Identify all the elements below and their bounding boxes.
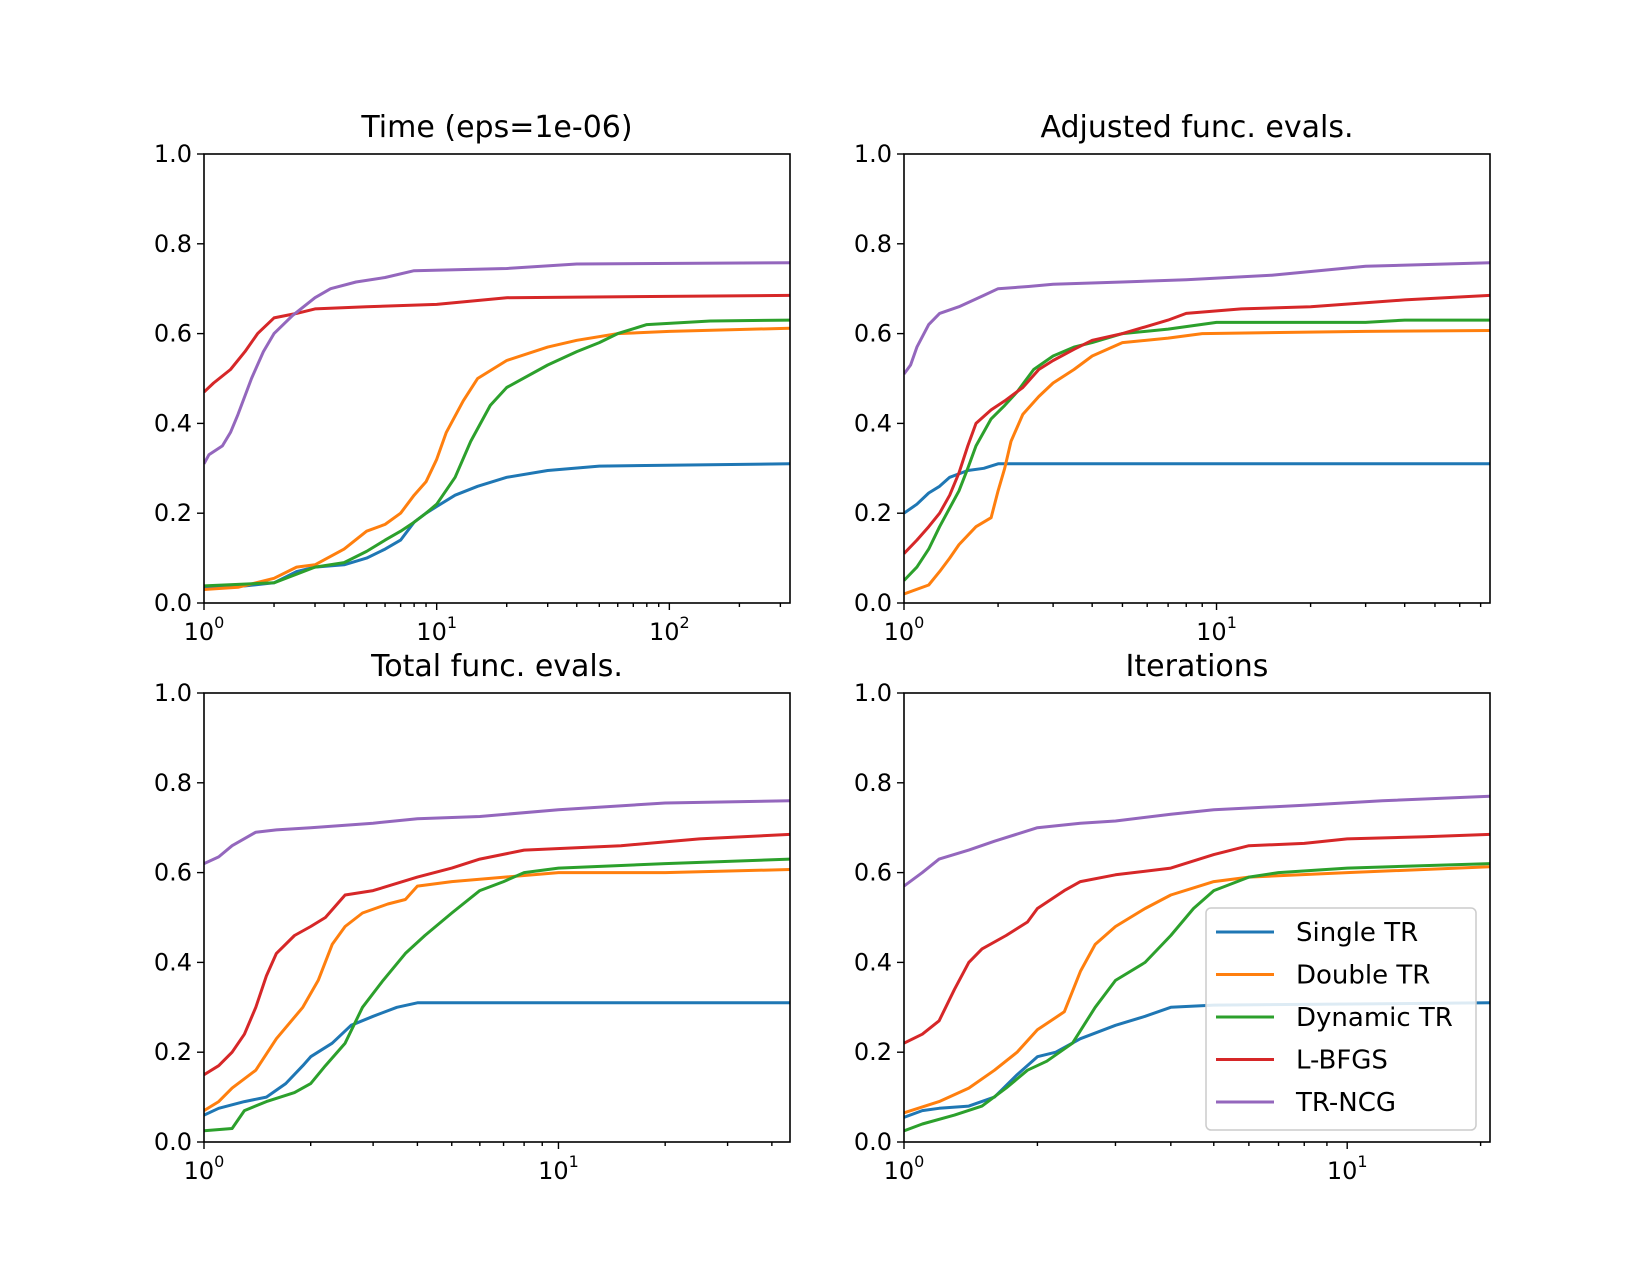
y-tick-label: 0.4 [154,948,192,976]
y-tick-label: 0.0 [154,589,192,617]
x-tick-label: 100 [884,1152,925,1185]
series-line-l-bfgs [204,832,790,1076]
y-tick-label: 0.0 [854,589,892,617]
series-line-double-tr [204,868,790,1112]
series-line-double-tr [904,329,1490,596]
y-tick-label: 0.2 [854,499,892,527]
series-line-dynamic-tr [204,857,790,1133]
series-line-double-tr [904,865,1490,1115]
axes-frame [203,153,791,604]
legend-label-tr-ncg: TR-NCG [1295,1088,1396,1118]
x-tick-label: 101 [1196,613,1237,646]
y-tick-label: 0.8 [854,230,892,258]
x-tick-label: 102 [649,613,690,646]
y-tick-label: 0.4 [154,409,192,437]
series-line-l-bfgs [204,293,790,394]
y-tick-label: 0.4 [854,409,892,437]
series-group [204,799,790,1133]
y-tick-label: 0.2 [154,1038,192,1066]
series-line-single-tr [204,462,790,589]
y-tick-label: 1.0 [154,140,192,168]
x-tick-exponent: 1 [1357,1152,1367,1171]
x-tick-base: 10 [884,618,915,646]
series-line-tr-ncg [204,261,790,465]
x-tick-base: 10 [538,1157,569,1185]
series-group [904,261,1490,596]
x-tick-exponent: 0 [914,613,924,632]
series-line-single-tr [204,1001,790,1117]
x-tick-label: 100 [184,613,225,646]
y-tick-label: 0.8 [154,769,192,797]
subplot-title: Time (eps=1e-06) [360,110,632,145]
legend-label-double-tr: Double TR [1296,961,1430,991]
x-tick-base: 10 [1327,1157,1358,1185]
x-tick-exponent: 1 [1227,613,1237,632]
series-line-l-bfgs [904,832,1490,1045]
y-tick-label: 0.0 [854,1128,892,1156]
y-tick-label: 0.2 [154,499,192,527]
x-tick-exponent: 0 [214,1152,224,1171]
series-line-single-tr [904,462,1490,515]
x-tick-label: 100 [884,613,925,646]
x-tick-base: 10 [416,618,447,646]
series-group [204,261,790,591]
axes-frame [903,153,1491,604]
y-tick-label: 0.2 [854,1038,892,1066]
legend-label-single-tr: Single TR [1296,918,1418,948]
y-tick-label: 1.0 [154,679,192,707]
x-tick-label: 101 [538,1152,579,1185]
y-tick-label: 0.0 [154,1128,192,1156]
series-line-tr-ncg [904,261,1490,375]
x-tick-base: 10 [649,618,680,646]
y-tick-label: 1.0 [854,679,892,707]
subplot-title: Total func. evals. [370,649,623,684]
series-line-single-tr [904,1001,1490,1119]
series-line-dynamic-tr [204,318,790,588]
x-tick-label: 100 [184,1152,225,1185]
x-tick-base: 10 [1196,618,1227,646]
x-tick-exponent: 1 [447,613,457,632]
legend: Single TR Double TR Dynamic TR L-BFGS TR-NCG [1205,907,1477,1131]
x-tick-exponent: 0 [914,1152,924,1171]
y-tick-label: 0.6 [854,320,892,348]
axes-frame [203,692,791,1143]
x-tick-exponent: 2 [680,613,690,632]
axes-frame [903,692,1491,1143]
legend-label-dynamic-tr: Dynamic TR [1296,1003,1453,1033]
y-tick-label: 0.6 [154,859,192,887]
y-tick-label: 0.6 [154,320,192,348]
series-line-dynamic-tr [904,318,1490,582]
y-tick-label: 1.0 [854,140,892,168]
y-tick-label: 0.6 [854,859,892,887]
y-tick-label: 0.8 [154,230,192,258]
series-line-l-bfgs [904,293,1490,555]
series-line-double-tr [204,326,790,591]
x-tick-base: 10 [184,618,215,646]
x-tick-label: 101 [416,613,457,646]
series-line-tr-ncg [904,794,1490,888]
legend-box [1205,907,1477,1131]
series-group [904,794,1490,1133]
series-line-tr-ncg [204,799,790,865]
x-tick-exponent: 1 [569,1152,579,1171]
subplot-title: Adjusted func. evals. [1040,110,1353,145]
x-tick-label: 101 [1327,1152,1368,1185]
series-line-dynamic-tr [904,862,1490,1133]
y-tick-label: 0.8 [854,769,892,797]
y-tick-label: 0.4 [854,948,892,976]
subplot-title: Iterations [1126,649,1269,684]
x-tick-base: 10 [184,1157,215,1185]
x-tick-base: 10 [884,1157,915,1185]
legend-label-l-bfgs: L-BFGS [1296,1046,1388,1076]
x-tick-exponent: 0 [214,613,224,632]
